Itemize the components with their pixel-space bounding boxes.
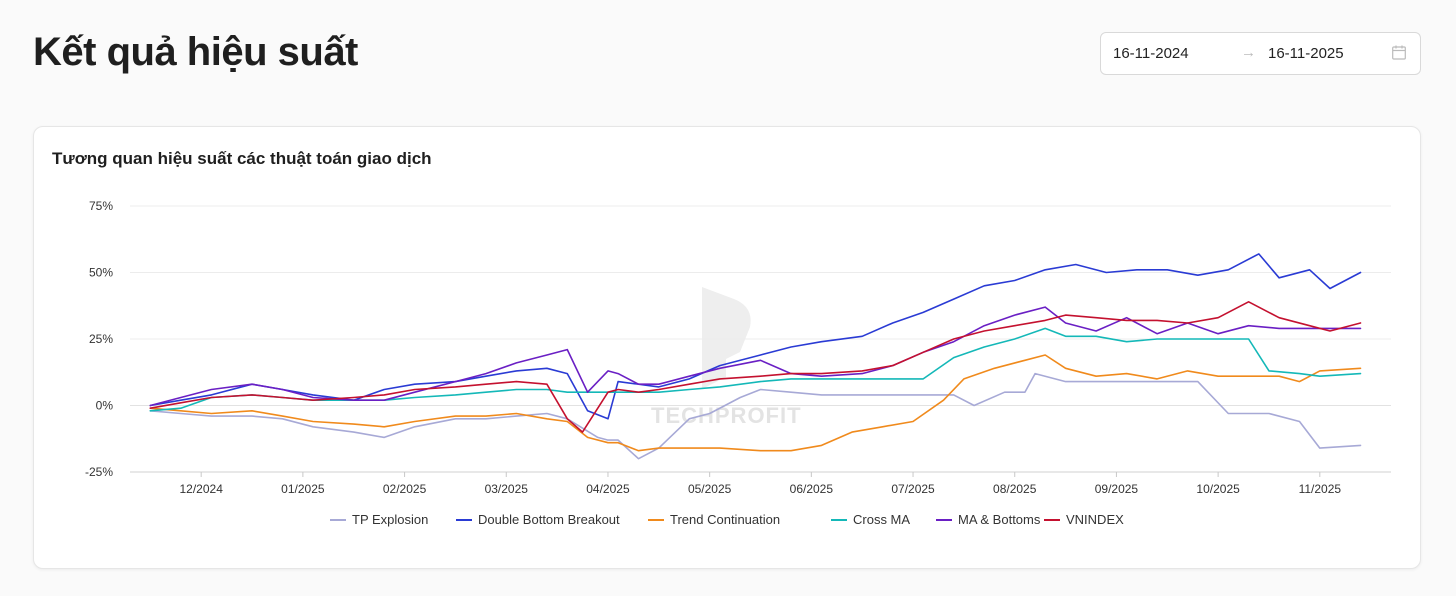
watermark-logo-icon bbox=[702, 287, 751, 389]
x-tick-label: 01/2025 bbox=[281, 482, 325, 496]
start-date-input[interactable]: 16-11-2024 bbox=[1113, 45, 1189, 62]
chart-title: Tương quan hiệu suất các thuật toán giao… bbox=[52, 149, 432, 168]
page-title: Kết quả hiệu suất bbox=[33, 30, 358, 74]
y-tick-label: 0% bbox=[96, 399, 114, 413]
x-tick-label: 07/2025 bbox=[891, 482, 935, 496]
series-line-0[interactable] bbox=[149, 372, 1362, 460]
calendar-icon[interactable] bbox=[1392, 45, 1406, 60]
legend-item[interactable]: Double Bottom Breakout bbox=[456, 512, 620, 527]
series-line-1[interactable] bbox=[149, 253, 1362, 420]
x-tick-label: 12/2024 bbox=[179, 482, 223, 496]
x-tick-label: 05/2025 bbox=[688, 482, 732, 496]
y-tick-label: 25% bbox=[89, 332, 113, 346]
legend-item[interactable]: VNINDEX bbox=[1044, 512, 1124, 527]
x-tick-label: 11/2025 bbox=[1299, 482, 1342, 496]
legend-label: Cross MA bbox=[853, 512, 910, 527]
legend-label: TP Explosion bbox=[352, 512, 428, 527]
watermark: TECHPROFIT bbox=[651, 287, 802, 428]
series-line-5[interactable] bbox=[149, 301, 1362, 433]
x-tick-label: 09/2025 bbox=[1095, 482, 1139, 496]
x-tick-label: 03/2025 bbox=[485, 482, 529, 496]
arrow-right-icon: → bbox=[1241, 44, 1256, 61]
legend-item[interactable]: Cross MA bbox=[831, 512, 910, 527]
legend-label: Trend Continuation bbox=[670, 512, 780, 527]
legend-label: VNINDEX bbox=[1066, 512, 1124, 527]
x-tick-label: 10/2025 bbox=[1196, 482, 1240, 496]
series-line-4[interactable] bbox=[149, 306, 1362, 407]
y-tick-label: 75% bbox=[89, 199, 113, 213]
legend-label: Double Bottom Breakout bbox=[478, 512, 620, 527]
legend-label: MA & Bottoms bbox=[958, 512, 1041, 527]
legend-item[interactable]: TP Explosion bbox=[330, 512, 428, 527]
x-tick-label: 06/2025 bbox=[790, 482, 834, 496]
series-line-2[interactable] bbox=[149, 354, 1362, 452]
x-tick-label: 02/2025 bbox=[383, 482, 427, 496]
performance-line-chart: TECHPROFIT -25% 0% 25% 50% 75% 12/2024 01/202… bbox=[85, 199, 1391, 527]
performance-chart-card: Tương quan hiệu suất các thuật toán giao… bbox=[33, 126, 1421, 569]
legend-item[interactable]: Trend Continuation bbox=[648, 512, 780, 527]
legend-item[interactable]: MA & Bottoms bbox=[936, 512, 1041, 527]
y-tick-label: 50% bbox=[89, 266, 113, 280]
end-date-input[interactable]: 16-11-2025 bbox=[1268, 45, 1344, 62]
y-tick-label: -25% bbox=[85, 465, 113, 479]
date-range-picker[interactable]: 16-11-2024 → 16-11-2025 bbox=[1100, 32, 1421, 75]
x-tick-label: 08/2025 bbox=[993, 482, 1037, 496]
x-tick-label: 04/2025 bbox=[586, 482, 630, 496]
watermark-text: TECHPROFIT bbox=[651, 403, 802, 428]
